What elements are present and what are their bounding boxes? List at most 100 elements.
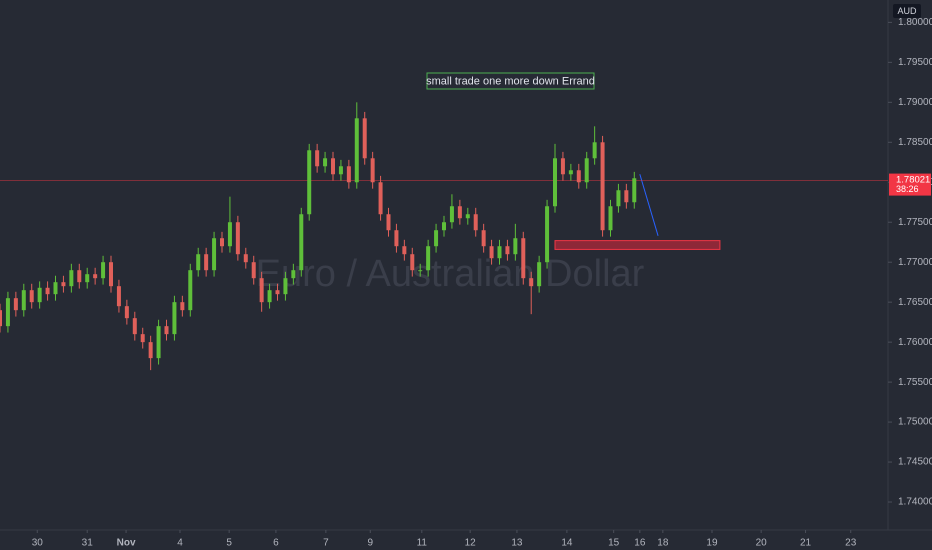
candle-body bbox=[537, 262, 542, 287]
candle-body bbox=[140, 334, 145, 343]
candle-body bbox=[331, 158, 335, 175]
candle-body bbox=[386, 214, 391, 231]
candle-body bbox=[457, 206, 462, 219]
candle-body bbox=[378, 182, 383, 215]
candle-body bbox=[116, 286, 121, 307]
candle-body bbox=[442, 222, 446, 231]
candle-body bbox=[0, 310, 2, 327]
candle-body bbox=[616, 190, 621, 207]
y-tick-label: 1.75500 bbox=[898, 377, 932, 388]
candle-body bbox=[283, 278, 288, 295]
candle-body bbox=[346, 166, 351, 183]
candle-body bbox=[132, 318, 137, 335]
candle-body bbox=[259, 278, 264, 303]
candle-body bbox=[53, 282, 58, 295]
candle-body bbox=[529, 278, 534, 287]
candle-body bbox=[545, 206, 550, 263]
candle-body bbox=[291, 270, 296, 279]
candle-body bbox=[77, 270, 82, 283]
x-tick-label: 6 bbox=[273, 538, 279, 549]
candle-body bbox=[45, 287, 50, 295]
candle-body bbox=[220, 238, 224, 247]
last-price-label: 1.78021 bbox=[896, 175, 930, 186]
candle-body bbox=[172, 302, 177, 335]
candle-body bbox=[93, 274, 98, 279]
candle-body bbox=[180, 302, 185, 311]
candle-body bbox=[568, 170, 573, 175]
candle-body bbox=[156, 326, 161, 359]
y-tick-label: 1.79000 bbox=[898, 97, 932, 108]
candle-body bbox=[13, 298, 18, 311]
candle-body bbox=[148, 342, 153, 359]
x-tick-label: Nov bbox=[117, 538, 136, 549]
candle-body bbox=[275, 290, 280, 295]
candle-body bbox=[465, 214, 470, 219]
x-tick-label: 31 bbox=[82, 538, 94, 549]
y-tick-label: 1.74000 bbox=[898, 497, 932, 508]
x-tick-label: 9 bbox=[367, 538, 373, 549]
candle-body bbox=[354, 118, 359, 183]
candle-body bbox=[164, 326, 169, 335]
candle-body bbox=[624, 190, 629, 203]
projection-line bbox=[639, 174, 659, 236]
x-tick-label: 15 bbox=[608, 538, 620, 549]
candle-body bbox=[576, 170, 581, 183]
candle-body bbox=[109, 262, 113, 287]
candle-body bbox=[61, 282, 66, 287]
countdown-label: 38:26 bbox=[896, 184, 919, 194]
y-tick-label: 1.79500 bbox=[898, 57, 932, 68]
candle-body bbox=[196, 254, 201, 271]
candle-body bbox=[212, 238, 217, 271]
candle-body bbox=[370, 158, 375, 183]
x-tick-label: 4 bbox=[177, 538, 183, 549]
candle-body bbox=[584, 158, 589, 183]
candle-body bbox=[489, 246, 494, 259]
candle-body bbox=[473, 214, 478, 231]
candle-body bbox=[188, 270, 193, 311]
x-tick-label: 23 bbox=[845, 538, 857, 549]
candle-body bbox=[449, 206, 454, 223]
currency-badge bbox=[893, 4, 921, 18]
candle-body bbox=[426, 246, 431, 271]
y-tick-label: 1.74500 bbox=[898, 457, 932, 468]
y-tick-label: 1.75000 bbox=[898, 417, 932, 428]
candle-body bbox=[410, 254, 415, 271]
x-tick-label: 11 bbox=[417, 538, 428, 549]
candle-body bbox=[124, 306, 129, 319]
candle-body bbox=[481, 230, 486, 247]
candle-body bbox=[85, 274, 90, 283]
x-tick-label: 21 bbox=[800, 538, 812, 549]
candle-body bbox=[497, 246, 502, 259]
last-price-badge bbox=[889, 173, 931, 196]
candle-body bbox=[235, 222, 240, 255]
candle-body bbox=[227, 222, 232, 247]
x-tick-label: 18 bbox=[657, 538, 669, 549]
candle-body bbox=[600, 142, 605, 231]
candle-body bbox=[29, 290, 34, 303]
y-tick-label: 1.77000 bbox=[898, 257, 932, 268]
annotation-box bbox=[426, 72, 595, 90]
candle-body bbox=[101, 262, 106, 279]
annotation: small trade one more down Errand bbox=[426, 75, 595, 87]
candle-body bbox=[251, 262, 256, 279]
x-tick-label: 5 bbox=[226, 538, 232, 549]
candle-body bbox=[243, 254, 248, 263]
candle-body bbox=[632, 178, 637, 203]
candle-body bbox=[608, 206, 613, 231]
watermark: Euro / Australian Dollar bbox=[256, 253, 645, 295]
x-tick-label: 12 bbox=[465, 538, 477, 549]
candle-body bbox=[323, 158, 328, 167]
candle-body bbox=[315, 150, 320, 167]
candle-body bbox=[338, 166, 343, 175]
x-tick-label: 13 bbox=[511, 538, 523, 549]
candle-body bbox=[521, 238, 526, 279]
candle-body bbox=[204, 254, 209, 271]
y-tick-label: 1.80000 bbox=[898, 17, 932, 28]
candle-body bbox=[418, 270, 423, 272]
x-tick-label: 19 bbox=[706, 538, 718, 549]
candle-body bbox=[505, 246, 510, 255]
candle-body bbox=[307, 150, 312, 215]
